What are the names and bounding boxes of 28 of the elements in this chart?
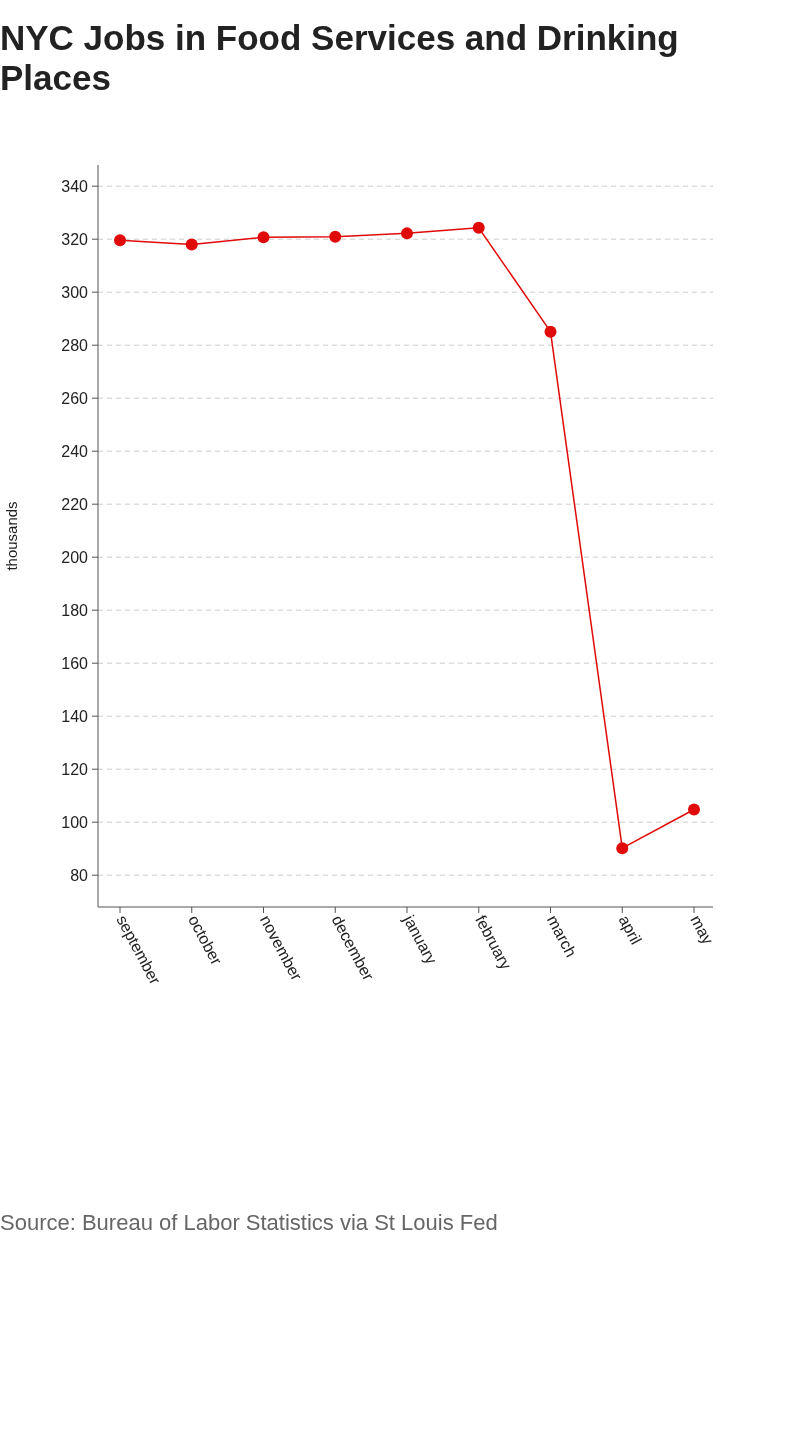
y-tick-label: 220 — [61, 495, 89, 513]
y-tick-label: 200 — [61, 548, 89, 566]
y-tick-label: 340 — [61, 177, 89, 195]
point — [401, 227, 413, 240]
point — [114, 234, 126, 247]
chart-title: NYC Jobs in Food Services and Drinking Places — [0, 18, 679, 97]
y-tick-label: 180 — [61, 601, 89, 619]
point — [257, 231, 270, 244]
y-tick-label: 260 — [61, 389, 89, 407]
point — [688, 803, 700, 816]
source-note: Source: Bureau of Labor Statistics via St Louis Fed — [0, 1210, 498, 1235]
x-tick-label: may — [687, 912, 717, 948]
y-tick-label: 280 — [61, 336, 89, 354]
y-tick-label: 240 — [61, 442, 89, 460]
point — [472, 221, 485, 234]
y-tick-label: 120 — [61, 760, 89, 778]
y-axis-title: thousands — [3, 501, 20, 571]
point — [329, 230, 342, 243]
y-tick-label: 100 — [61, 813, 89, 831]
point — [185, 238, 198, 251]
x-tick-label: april — [615, 912, 645, 948]
point — [544, 325, 557, 338]
y-tick-label: 300 — [61, 283, 89, 301]
y-tick-label: 160 — [61, 654, 89, 672]
y-tick-label: 80 — [70, 866, 89, 884]
point — [616, 842, 629, 855]
y-tick-label: 140 — [61, 707, 89, 725]
y-tick-label: 320 — [61, 230, 89, 248]
